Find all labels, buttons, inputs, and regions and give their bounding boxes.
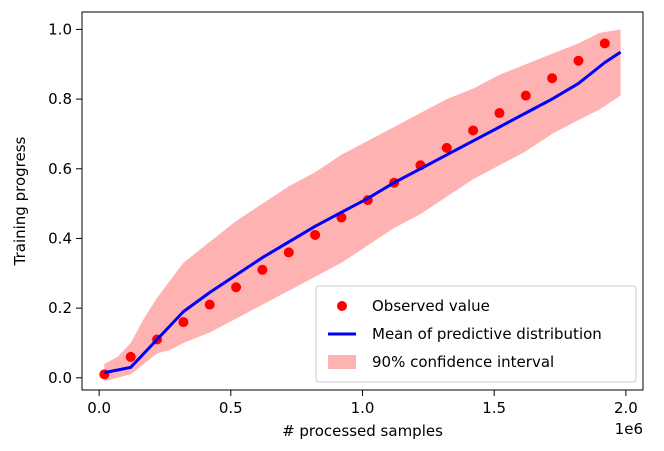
- x-tick-label: 1.5: [482, 399, 506, 417]
- x-tick-label: 0.0: [87, 399, 111, 417]
- observed-point: [283, 247, 294, 258]
- observed-point: [547, 73, 558, 84]
- mean-line: [104, 50, 622, 375]
- legend-box: [315, 285, 637, 383]
- legend-label-confidence: 90% confidence interval: [372, 353, 554, 371]
- observed-point: [257, 264, 268, 275]
- x-axis-offset-label: 1e6: [615, 420, 643, 438]
- y-tick-label: 0.6: [48, 160, 72, 178]
- observed-point: [204, 299, 215, 310]
- legend-marker-observed: [337, 301, 347, 311]
- x-tick-label: 2.0: [614, 399, 638, 417]
- legend-label-mean: Mean of predictive distribution: [372, 325, 602, 343]
- plot-area: [99, 29, 622, 382]
- observed-point: [494, 108, 505, 119]
- observed-point: [441, 142, 452, 153]
- x-axis-label: # processed samples: [282, 422, 443, 440]
- y-tick-label: 0.0: [48, 369, 72, 387]
- legend: Observed value Mean of predictive distri…: [315, 285, 637, 383]
- x-tick-label: 0.5: [219, 399, 243, 417]
- observed-point: [468, 125, 479, 136]
- observed-point: [599, 38, 610, 49]
- observed-point: [178, 317, 189, 328]
- observed-point: [125, 351, 136, 362]
- legend-label-observed: Observed value: [372, 297, 490, 315]
- observed-point: [520, 90, 531, 101]
- confidence-band: [104, 29, 621, 382]
- legend-marker-confidence: [328, 355, 356, 369]
- observed-point: [310, 229, 321, 240]
- axis-ticks: 0.0 0.5 1.0 1.5 2.0 0.0 0.2 0.4 0.6 0.8 1.0: [48, 20, 638, 417]
- x-tick-label: 1.0: [351, 399, 375, 417]
- y-axis-label: Training progress: [11, 136, 29, 266]
- observed-point: [231, 282, 242, 293]
- y-tick-label: 0.8: [48, 90, 72, 108]
- y-tick-label: 1.0: [48, 20, 72, 38]
- y-tick-label: 0.4: [48, 229, 72, 247]
- y-tick-label: 0.2: [48, 299, 72, 317]
- observed-point: [573, 55, 584, 66]
